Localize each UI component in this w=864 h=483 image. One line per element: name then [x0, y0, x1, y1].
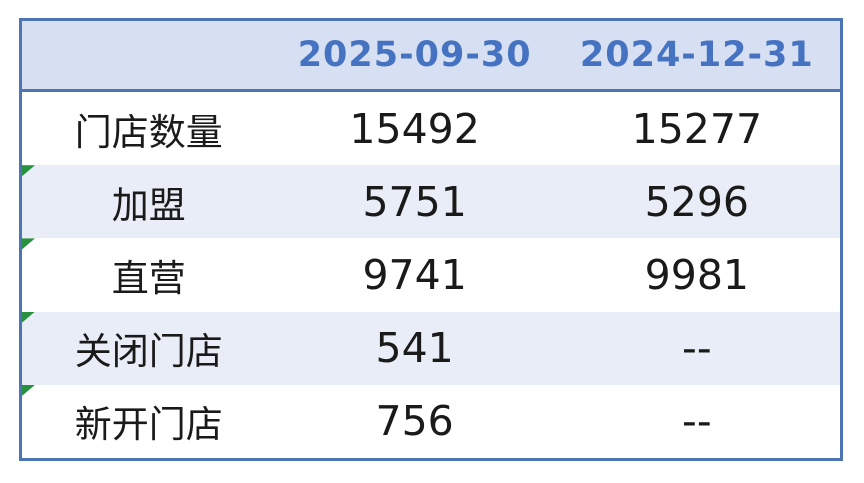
- table-row: 新开门店 756 --: [22, 384, 840, 459]
- store-count-table: 2025-09-30 2024-12-31 门店数量 15492 15277 加…: [19, 18, 843, 461]
- table-row: 直营 9741 9981: [22, 238, 840, 312]
- table-row: 加盟 5751 5296: [22, 165, 840, 239]
- value-prior: --: [682, 397, 712, 446]
- header-date-current: 2025-09-30: [297, 35, 532, 75]
- header-date-prior: 2024-12-31: [579, 35, 814, 75]
- error-indicator-icon: [22, 238, 35, 250]
- value-current: 15492: [349, 104, 480, 153]
- table-header-row: 2025-09-30 2024-12-31: [22, 21, 840, 92]
- value-current: 756: [375, 397, 454, 446]
- error-indicator-icon: [22, 165, 35, 177]
- value-current: 541: [375, 324, 454, 373]
- error-indicator-icon: [22, 384, 35, 396]
- row-label: 关闭门店: [74, 331, 223, 373]
- error-indicator-icon: [22, 311, 35, 323]
- value-prior: 5296: [644, 177, 749, 226]
- row-label: 加盟: [111, 184, 186, 226]
- table-row: 关闭门店 541 --: [22, 311, 840, 385]
- row-label: 新开门店: [74, 404, 223, 446]
- value-current: 5751: [362, 177, 467, 226]
- value-prior: 9981: [644, 251, 749, 299]
- row-label: 直营: [111, 258, 186, 299]
- table-row: 门店数量 15492 15277: [22, 92, 840, 166]
- row-label: 门店数量: [74, 111, 223, 153]
- value-prior: 15277: [631, 104, 763, 153]
- value-current: 9741: [362, 251, 467, 299]
- value-prior: --: [682, 324, 712, 373]
